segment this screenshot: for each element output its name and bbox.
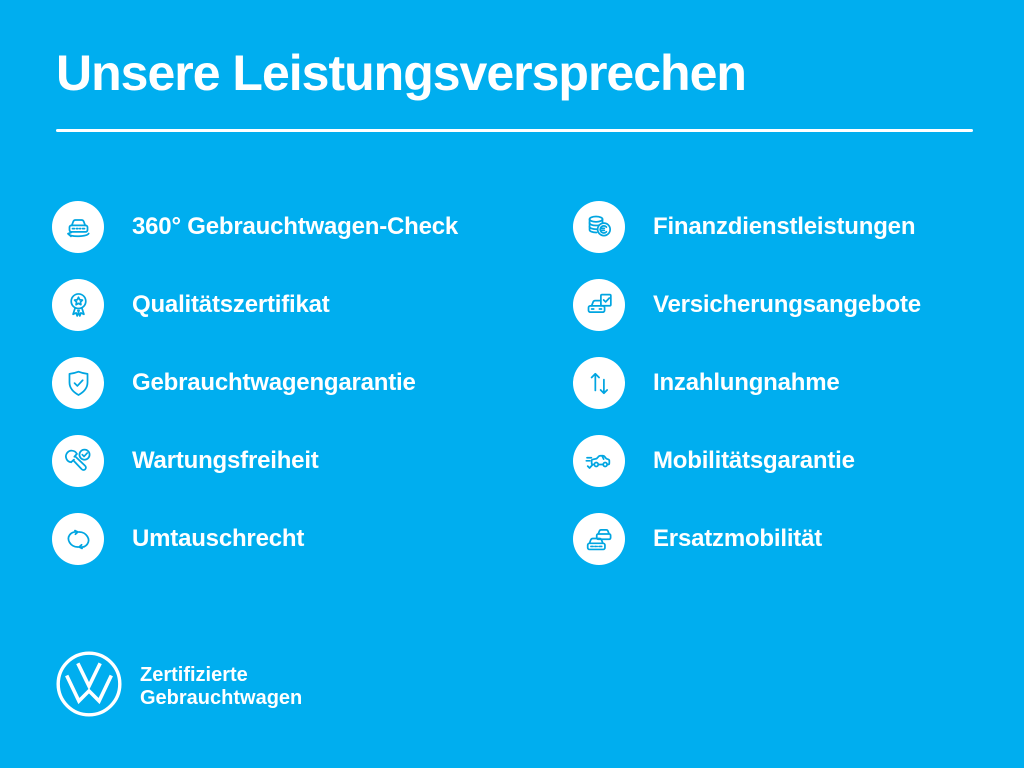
vw-logo: [55, 650, 123, 723]
list-item: 360° Gebrauchtwagen-Check: [52, 201, 458, 253]
brand-line2: Gebrauchtwagen: [140, 686, 303, 709]
promise-label: Versicherungsangebote: [653, 291, 921, 318]
car-360-icon: [66, 218, 90, 237]
car-checklist-icon: [587, 293, 612, 313]
icon-badge: [573, 279, 625, 331]
promise-label: Inzahlungnahme: [653, 369, 840, 396]
page-title: Unsere Leistungsversprechen: [56, 45, 747, 101]
list-item: Gebrauchtwagengarantie: [52, 357, 458, 409]
icon-badge: [573, 513, 625, 565]
promise-label: Qualitätszertifikat: [132, 291, 330, 318]
exchange-arrows-icon: [67, 529, 89, 549]
icon-badge: [573, 357, 625, 409]
promise-label: Umtauschrecht: [132, 525, 305, 552]
list-item: Inzahlungnahme: [573, 357, 921, 409]
list-item: Finanzdienstleistungen: [573, 201, 921, 253]
icon-badge: [52, 435, 104, 487]
list-item: Qualitätszertifikat: [52, 279, 458, 331]
icon-badge: [52, 513, 104, 565]
list-item: Ersatzmobilität: [573, 513, 921, 565]
brand-text: Zertifizierte Gebrauchtwagen: [140, 664, 302, 710]
icon-badge: [573, 435, 625, 487]
title-underline: [56, 129, 973, 132]
rosette-star-icon: [69, 292, 87, 317]
promise-label: 360° Gebrauchtwagen-Check: [132, 213, 459, 240]
icon-badge: [573, 201, 625, 253]
brand-line1: Zertifizierte: [140, 663, 248, 686]
list-item: Wartungsfreiheit: [52, 435, 458, 487]
arrows-up-down-icon: [590, 372, 608, 394]
list-item: Versicherungsangebote: [573, 279, 921, 331]
car-speed-icon: [584, 454, 610, 469]
brand-footer: Zertifizierte Gebrauchtwagen: [55, 650, 302, 723]
wrench-check-icon: [64, 448, 90, 471]
list-item: Umtauschrecht: [52, 513, 458, 565]
promise-label: Ersatzmobilität: [653, 525, 823, 552]
shield-check-icon: [68, 370, 88, 396]
icon-badge: [52, 357, 104, 409]
list-item: Mobilitätsgarantie: [573, 435, 921, 487]
promise-label: Finanzdienstleistungen: [653, 213, 916, 240]
promise-label: Mobilitätsgarantie: [653, 447, 855, 474]
promise-list-right: Finanzdienstleistungen Versicherungsange…: [573, 201, 921, 565]
promise-list-left: 360° Gebrauchtwagen-Check Qualitätszerti…: [52, 201, 458, 565]
icon-badge: [52, 279, 104, 331]
icon-badge: [52, 201, 104, 253]
promise-label: Wartungsfreiheit: [132, 447, 319, 474]
promise-label: Gebrauchtwagengarantie: [132, 369, 416, 396]
two-cars-icon: [586, 528, 611, 550]
coins-euro-icon: [588, 215, 611, 236]
